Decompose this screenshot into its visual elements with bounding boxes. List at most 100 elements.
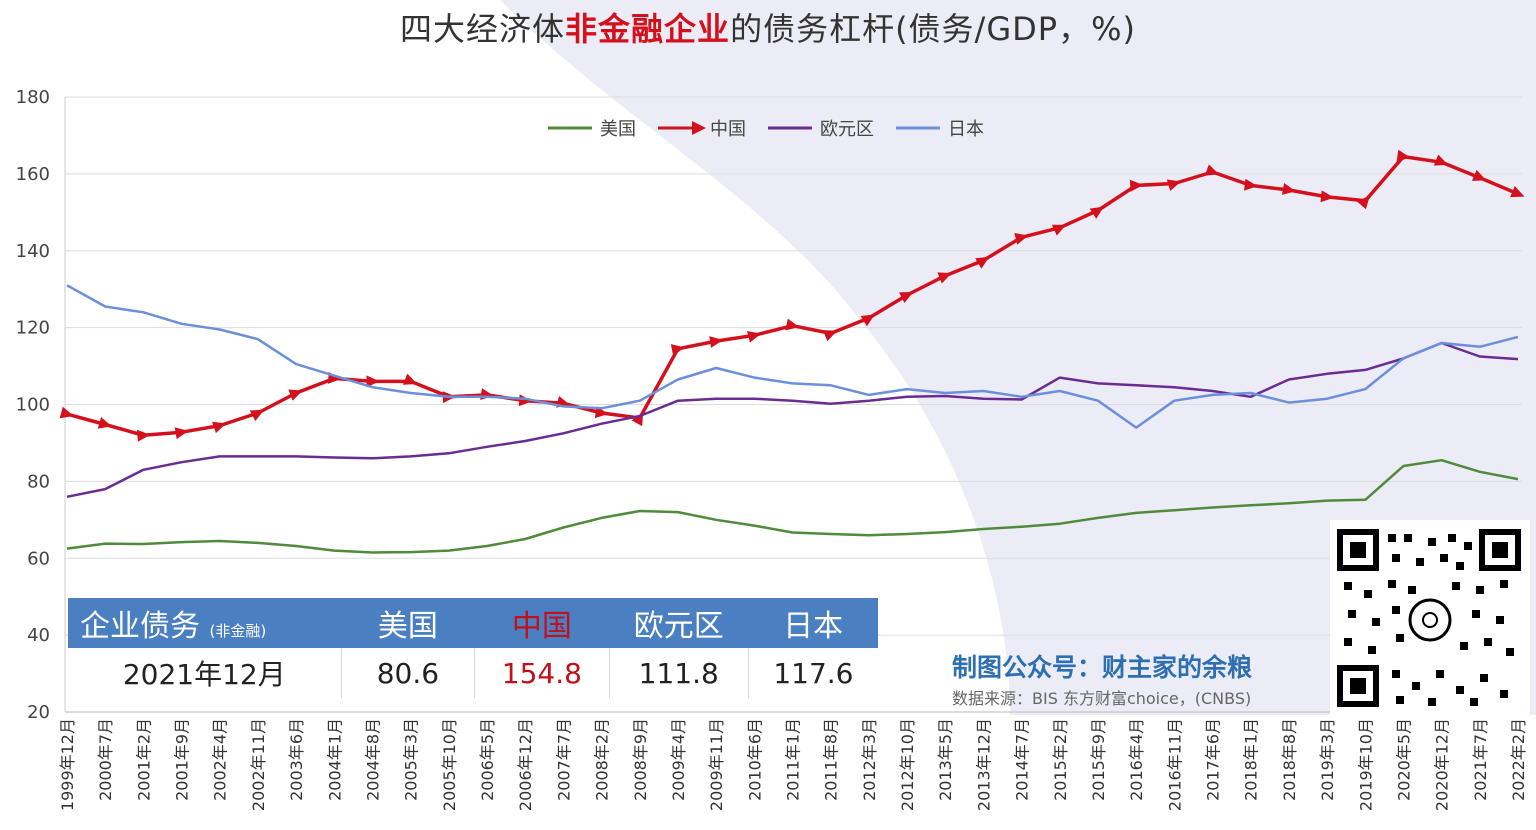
series-marker-china xyxy=(288,389,303,401)
series-marker-china xyxy=(709,336,724,348)
series-marker-china xyxy=(860,314,875,327)
series-marker-china xyxy=(1244,178,1258,191)
series-marker-china xyxy=(1471,169,1487,181)
x-tick-label: 2002年11月 xyxy=(249,718,268,811)
table-value-china: 154.8 xyxy=(474,648,610,698)
x-tick-label: 2011年1月 xyxy=(784,718,803,801)
table-value-us: 80.6 xyxy=(341,648,476,698)
x-tick-label: 2001年9月 xyxy=(173,718,192,801)
x-tick-label: 2018年1月 xyxy=(1242,718,1261,801)
summary-table-header: 企业债务 (非金融) 美国 中国 欧元区 日本 xyxy=(68,598,878,648)
table-col-japan: 日本 xyxy=(748,598,878,648)
title-suffix: 的债务杠杆(债务/GDP，%) xyxy=(730,10,1136,48)
series-marker-china xyxy=(975,256,990,269)
series-marker-china xyxy=(822,330,838,342)
series-marker-china xyxy=(402,373,418,385)
table-date: 2021年12月 xyxy=(68,648,342,698)
series-marker-china xyxy=(785,318,800,331)
x-tick-label: 1999年12月 xyxy=(58,718,77,811)
table-col-euro: 欧元区 xyxy=(609,598,749,648)
y-tick-label: 80 xyxy=(27,471,50,492)
x-tick-label: 2005年3月 xyxy=(402,718,421,801)
x-tick-label: 2016年4月 xyxy=(1127,718,1146,801)
x-tick-label: 2015年2月 xyxy=(1051,718,1070,801)
series-marker-china xyxy=(136,429,151,442)
series-marker-china xyxy=(59,406,74,419)
y-tick-label: 40 xyxy=(27,625,50,646)
legend-label-euro: 欧元区 xyxy=(820,119,874,140)
y-tick-label: 160 xyxy=(16,164,50,185)
title-highlight: 非金融企业 xyxy=(565,10,731,48)
x-tick-label: 2021年7月 xyxy=(1471,718,1490,801)
series-marker-china xyxy=(1433,154,1449,166)
x-tick-label: 2022年2月 xyxy=(1509,718,1528,801)
series-marker-china xyxy=(174,427,189,440)
title-prefix: 四大经济体 xyxy=(400,10,566,48)
series-marker-china xyxy=(97,417,112,429)
x-tick-label: 2017年6月 xyxy=(1204,718,1223,801)
series-marker-china xyxy=(518,394,533,407)
legend-marker-china xyxy=(692,121,706,135)
summary-table-row: 2021年12月 80.6 154.8 111.8 117.6 xyxy=(68,648,878,698)
series-line-us xyxy=(66,458,1519,554)
x-tick-label: 2001年2月 xyxy=(134,718,153,801)
x-tick-label: 2015年9月 xyxy=(1089,718,1108,801)
series-marker-china xyxy=(1204,164,1220,176)
x-tick-label: 2012年3月 xyxy=(860,718,879,801)
legend-label-us: 美国 xyxy=(600,119,636,140)
series-marker-china xyxy=(1166,179,1182,191)
y-tick-label: 120 xyxy=(16,318,50,339)
series-line-japan xyxy=(66,284,1519,429)
x-tick-label: 2018年8月 xyxy=(1280,718,1299,801)
x-tick-label: 2016年11月 xyxy=(1165,718,1184,811)
series-marker-china xyxy=(1510,186,1525,198)
credit-text: 制图公众号：财主家的余粮 xyxy=(952,653,1253,682)
series-marker-china xyxy=(1320,190,1335,203)
series-marker-china xyxy=(366,375,380,388)
series-line-euro xyxy=(66,341,1519,499)
chart-title: 四大经济体非金融企业的债务杠杆(债务/GDP，%) xyxy=(0,4,1536,50)
table-header-sub: (非金融) xyxy=(209,622,267,640)
qr-code[interactable] xyxy=(1330,520,1530,715)
y-tick-label: 140 xyxy=(16,241,50,262)
table-header-label: 企业债务 (非金融) xyxy=(68,598,342,648)
series-marker-china xyxy=(1281,183,1296,195)
series-marker-china xyxy=(1129,179,1144,192)
series-marker-china xyxy=(212,421,227,434)
x-tick-label: 2007年7月 xyxy=(554,718,573,801)
x-tick-label: 2003年6月 xyxy=(287,718,306,801)
x-tick-label: 2008年2月 xyxy=(593,718,612,801)
series-marker-china xyxy=(899,291,914,304)
x-tick-label: 2020年5月 xyxy=(1394,718,1413,801)
x-tick-label: 2009年11月 xyxy=(707,718,726,811)
y-tick-label: 180 xyxy=(16,87,50,108)
x-tick-label: 2004年1月 xyxy=(325,718,344,801)
series-marker-china xyxy=(747,330,762,343)
series-marker-china xyxy=(670,344,685,356)
series-marker-china xyxy=(937,272,952,284)
series-marker-china xyxy=(1089,206,1104,219)
legend-label-japan: 日本 xyxy=(948,119,984,140)
x-tick-label: 2004年8月 xyxy=(363,718,382,801)
x-tick-label: 2005年10月 xyxy=(440,718,459,811)
x-tick-label: 2006年12月 xyxy=(516,718,535,811)
x-tick-label: 2009年4月 xyxy=(669,718,688,801)
x-tick-label: 2010年6月 xyxy=(745,718,764,801)
source-text: 数据来源：BIS 东方财富choice，(CNBS) xyxy=(952,689,1252,708)
summary-table: 企业债务 (非金融) 美国 中国 欧元区 日本 2021年12月 80.6 15… xyxy=(68,598,878,698)
x-tick-label: 2000年7月 xyxy=(96,718,115,801)
x-tick-label: 2019年10月 xyxy=(1356,718,1375,811)
x-tick-label: 2019年3月 xyxy=(1318,718,1337,801)
legend-label-china: 中国 xyxy=(710,119,746,140)
x-tick-label: 2002年4月 xyxy=(211,718,230,801)
x-tick-label: 2014年7月 xyxy=(1013,718,1032,801)
y-tick-label: 20 xyxy=(27,702,50,723)
y-tick-label: 100 xyxy=(16,395,50,416)
y-tick-label: 60 xyxy=(27,548,50,569)
table-value-euro: 111.8 xyxy=(609,648,749,698)
x-tick-label: 2011年8月 xyxy=(822,718,841,801)
series-marker-china xyxy=(249,409,265,422)
series-marker-china xyxy=(1051,224,1067,236)
